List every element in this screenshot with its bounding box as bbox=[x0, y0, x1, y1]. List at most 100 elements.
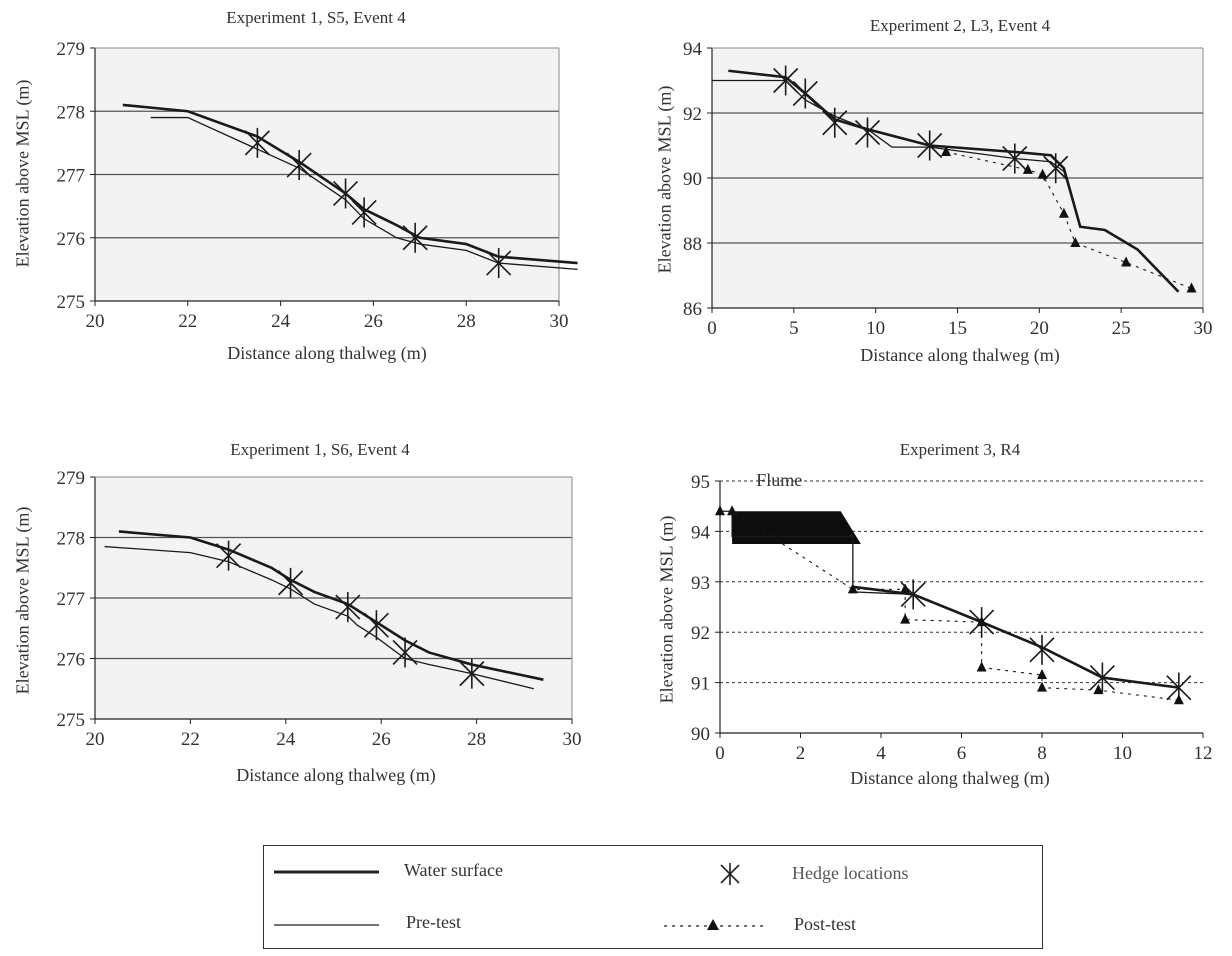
hedge-marker bbox=[286, 150, 312, 181]
post-test-point bbox=[1022, 163, 1033, 174]
x-tick-label: 20 bbox=[86, 311, 105, 332]
y-tick-label: 279 bbox=[57, 39, 86, 60]
x-tick-label: 26 bbox=[364, 311, 383, 332]
hedge-marker bbox=[215, 540, 242, 571]
legend-label-pre-test: Pre-test bbox=[406, 912, 461, 932]
chart-svg: 275 276 277 278 279 20 22 24 26 28 30 bbox=[57, 39, 578, 332]
x-tick-label: 15 bbox=[948, 318, 967, 339]
x-axis-title: Distance along thalweg (m) bbox=[850, 768, 1050, 788]
post-test-point bbox=[847, 583, 858, 594]
post-test-point bbox=[976, 661, 987, 672]
hedge-marker bbox=[244, 127, 270, 158]
flume-block bbox=[732, 511, 861, 544]
legend-label-hedge-locations: Hedge locations bbox=[792, 863, 909, 883]
chart-svg: 90 91 92 93 94 95 0 2 4 6 8 10 12 Flume bbox=[691, 470, 1213, 764]
series-line-pre-test bbox=[712, 79, 1179, 293]
x-tick-label: 28 bbox=[457, 311, 476, 332]
post-test-point bbox=[1037, 168, 1048, 179]
hedge-marker bbox=[278, 567, 304, 598]
series-line-pre-test bbox=[720, 510, 1179, 689]
y-tick-label: 277 bbox=[57, 589, 86, 610]
hedge-marker bbox=[854, 117, 881, 148]
hedge-marker bbox=[392, 637, 418, 668]
post-test-point bbox=[1173, 694, 1184, 705]
post-test-point bbox=[1037, 669, 1047, 680]
x-tick-label: 0 bbox=[707, 318, 717, 339]
legend-swatches bbox=[274, 863, 764, 930]
legend-swatch-hedge-icon bbox=[720, 863, 740, 885]
legend: Water surface Pre-test Hedge locations P… bbox=[263, 845, 1043, 949]
y-tick-label: 90 bbox=[683, 169, 702, 190]
chart-title: Experiment 1, S6, Event 4 bbox=[230, 440, 410, 459]
legend-label-post-test: Post-test bbox=[794, 914, 857, 934]
hedge-marker bbox=[402, 222, 428, 253]
x-axis-title: Distance along thalweg (m) bbox=[227, 343, 427, 363]
hedge-marker bbox=[335, 592, 361, 623]
x-tick-label: 26 bbox=[372, 729, 391, 750]
x-tick-label: 28 bbox=[467, 729, 486, 750]
legend-label-water-surface: Water surface bbox=[404, 860, 503, 880]
y-tick-label: 94 bbox=[691, 522, 711, 543]
y-tick-label: 279 bbox=[57, 468, 86, 489]
x-tick-label: 2 bbox=[796, 743, 806, 764]
hedge-marker bbox=[773, 65, 799, 96]
y-tick-label: 275 bbox=[57, 292, 86, 313]
y-tick-label: 92 bbox=[691, 623, 710, 644]
post-test-point bbox=[1186, 282, 1197, 293]
chart-svg: 86 88 90 92 94 0 5 10 15 20 25 30 bbox=[683, 39, 1213, 339]
post-test-point bbox=[1058, 207, 1069, 218]
x-tick-label: 20 bbox=[1030, 318, 1049, 339]
y-tick-label: 86 bbox=[683, 299, 702, 320]
y-axis-title: Elevation above MSL (m) bbox=[656, 515, 677, 704]
x-tick-label: 30 bbox=[563, 729, 582, 750]
x-tick-label: 30 bbox=[550, 311, 569, 332]
x-tick-label: 5 bbox=[789, 318, 799, 339]
y-tick-label: 278 bbox=[57, 102, 86, 123]
hedge-marker bbox=[1089, 662, 1115, 693]
x-tick-label: 6 bbox=[957, 743, 967, 764]
hedge-marker bbox=[486, 248, 512, 279]
post-test-point bbox=[900, 613, 911, 624]
x-tick-label: 10 bbox=[1113, 743, 1132, 764]
x-axis-title: Distance along thalweg (m) bbox=[236, 765, 436, 785]
x-tick-label: 25 bbox=[1112, 318, 1131, 339]
y-tick-label: 277 bbox=[57, 166, 86, 187]
post-test-point bbox=[900, 583, 911, 594]
post-test-point bbox=[1037, 681, 1047, 692]
chart-title: Experiment 2, L3, Event 4 bbox=[869, 16, 1051, 35]
x-tick-label: 22 bbox=[178, 311, 197, 332]
post-test-point bbox=[941, 146, 952, 156]
hedge-marker bbox=[1002, 143, 1028, 174]
y-tick-label: 93 bbox=[691, 573, 710, 594]
x-axis-title: Distance along thalweg (m) bbox=[860, 345, 1060, 365]
hedge-marker bbox=[1029, 634, 1055, 665]
x-tick-label: 10 bbox=[866, 318, 885, 339]
x-tick-label: 12 bbox=[1194, 743, 1213, 764]
x-tick-label: 30 bbox=[1194, 318, 1213, 339]
x-tick-label: 0 bbox=[715, 743, 725, 764]
series-line-water-surface bbox=[852, 585, 1180, 689]
y-tick-label: 275 bbox=[57, 710, 86, 731]
y-tick-label: 276 bbox=[57, 229, 86, 250]
x-tick-label: 4 bbox=[876, 743, 886, 764]
x-tick-label: 8 bbox=[1037, 743, 1047, 764]
chart-title: Experiment 3, R4 bbox=[899, 440, 1021, 459]
y-tick-label: 276 bbox=[57, 650, 86, 671]
y-tick-label: 278 bbox=[57, 529, 86, 550]
y-tick-label: 88 bbox=[683, 234, 702, 255]
hedge-marker bbox=[363, 610, 389, 641]
post-test-point bbox=[1070, 237, 1081, 247]
y-tick-label: 90 bbox=[691, 724, 710, 745]
post-test-point bbox=[1093, 684, 1104, 695]
y-tick-label: 91 bbox=[691, 674, 710, 695]
x-tick-label: 20 bbox=[86, 729, 105, 750]
post-test-point bbox=[1121, 256, 1132, 267]
hedge-marker bbox=[792, 78, 818, 109]
y-tick-label: 95 bbox=[691, 472, 710, 493]
chart-svg: 275 276 277 278 279 20 22 24 26 28 30 bbox=[57, 468, 582, 750]
chart-title: Experiment 1, S5, Event 4 bbox=[226, 8, 406, 27]
y-tick-label: 92 bbox=[683, 104, 702, 125]
post-test-point bbox=[727, 505, 738, 516]
hedge-marker bbox=[459, 658, 485, 689]
x-tick-label: 22 bbox=[181, 729, 200, 750]
